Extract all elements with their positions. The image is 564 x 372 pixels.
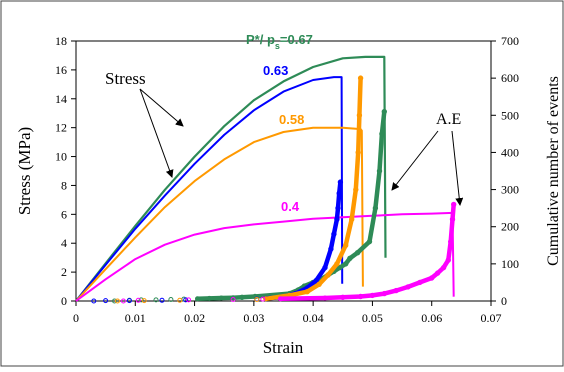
y-left-tick-label: 12 — [55, 121, 67, 135]
x-tick-label: 0.02 — [184, 311, 205, 325]
stress-curve-0.67 — [75, 55, 387, 302]
stress-curve-0.4 — [75, 211, 455, 302]
y-right-tick-label: 0 — [501, 294, 507, 308]
y-right-tick-label: 400 — [501, 145, 519, 159]
ae-point-0.58 — [141, 298, 147, 304]
ae-point-0.4 — [186, 297, 192, 303]
x-tick-label: 0.01 — [125, 311, 146, 325]
right-axis: 0 100 200 300 400 500 600 700 — [491, 34, 519, 308]
series-label-063: 0.63 — [263, 63, 288, 78]
ae-point-0.67 — [138, 297, 144, 303]
y-left-tick-label: 10 — [55, 150, 67, 164]
ae-point-0.4 — [120, 298, 126, 304]
plot-area-border — [75, 40, 492, 302]
ae-arrow-1 — [391, 130, 439, 191]
ae-arrow-2 — [451, 130, 464, 206]
ae-annotation: A.E — [436, 111, 461, 128]
y-left-tick-label: 8 — [61, 178, 67, 192]
series-label-067-prefix: P*/ p — [246, 32, 275, 47]
ae-point-0.63 — [103, 298, 109, 304]
ae-point-0.4 — [260, 296, 266, 302]
y-axis-right-label: Cumulative number of events — [545, 76, 562, 266]
y-right-tick-label: 300 — [501, 183, 519, 197]
ae-point-0.58 — [177, 297, 183, 303]
x-tick-label: 0 — [73, 311, 79, 325]
x-axis: 0 0.01 0.02 0.03 0.04 0.05 0.06 0.07 — [73, 301, 502, 325]
y-left-tick-label: 16 — [55, 63, 67, 77]
ae-curve-0.58 — [263, 75, 363, 302]
y-left-tick-label: 6 — [61, 207, 67, 221]
x-tick-label: 0.03 — [243, 311, 264, 325]
series-label-067-sub: s — [275, 41, 280, 51]
stress-annotation: Stress — [105, 69, 146, 88]
ae-point-0.67 — [112, 298, 117, 304]
ae-point-0.67 — [168, 297, 174, 302]
stress-arrow-1 — [139, 88, 184, 127]
y-right-tick-label: 100 — [501, 257, 519, 271]
y-axis-left-label: Stress (MPa) — [15, 127, 34, 215]
series-label-058: 0.58 — [279, 112, 304, 127]
ae-point-0.67 — [153, 297, 159, 303]
y-left-tick-label: 14 — [55, 92, 67, 106]
left-axis: 0 2 4 6 8 10 12 14 16 18 — [55, 34, 76, 308]
y-right-tick-label: 700 — [501, 34, 519, 48]
ae-point-0.58 — [115, 298, 120, 304]
ae-point-0.58 — [254, 297, 260, 302]
y-left-tick-label: 4 — [61, 236, 67, 250]
ae-point-0.63 — [126, 298, 132, 304]
y-left-tick-label: 18 — [55, 34, 67, 48]
ae-point-0.63 — [91, 298, 97, 304]
y-left-tick-label: 2 — [61, 265, 67, 279]
y-right-tick-label: 600 — [501, 71, 519, 85]
y-right-tick-label: 500 — [501, 108, 519, 122]
ae-curve-0.4 — [278, 202, 456, 302]
y-right-tick-label: 200 — [501, 220, 519, 234]
ae-point-0.4 — [135, 297, 141, 303]
x-tick-label: 0.04 — [303, 311, 324, 325]
series-label-067: P*/ ps=0.67 — [246, 32, 313, 51]
stress-curve-0.63 — [75, 76, 344, 302]
ae-point-0.4 — [230, 297, 236, 302]
y-left-tick-label: 0 — [61, 294, 67, 308]
x-tick-label: 0.05 — [362, 311, 383, 325]
stress-arrow-2 — [139, 88, 174, 178]
x-axis-label: Strain — [263, 338, 304, 357]
ae-point-0.63 — [159, 297, 165, 303]
series-label-067-value: =0.67 — [280, 32, 313, 47]
x-tick-label: 0.06 — [421, 311, 442, 325]
x-tick-label: 0.07 — [481, 311, 502, 325]
ae-point-0.63 — [183, 297, 189, 303]
series-label-04: 0.4 — [281, 199, 300, 214]
ae-curves — [91, 75, 457, 304]
